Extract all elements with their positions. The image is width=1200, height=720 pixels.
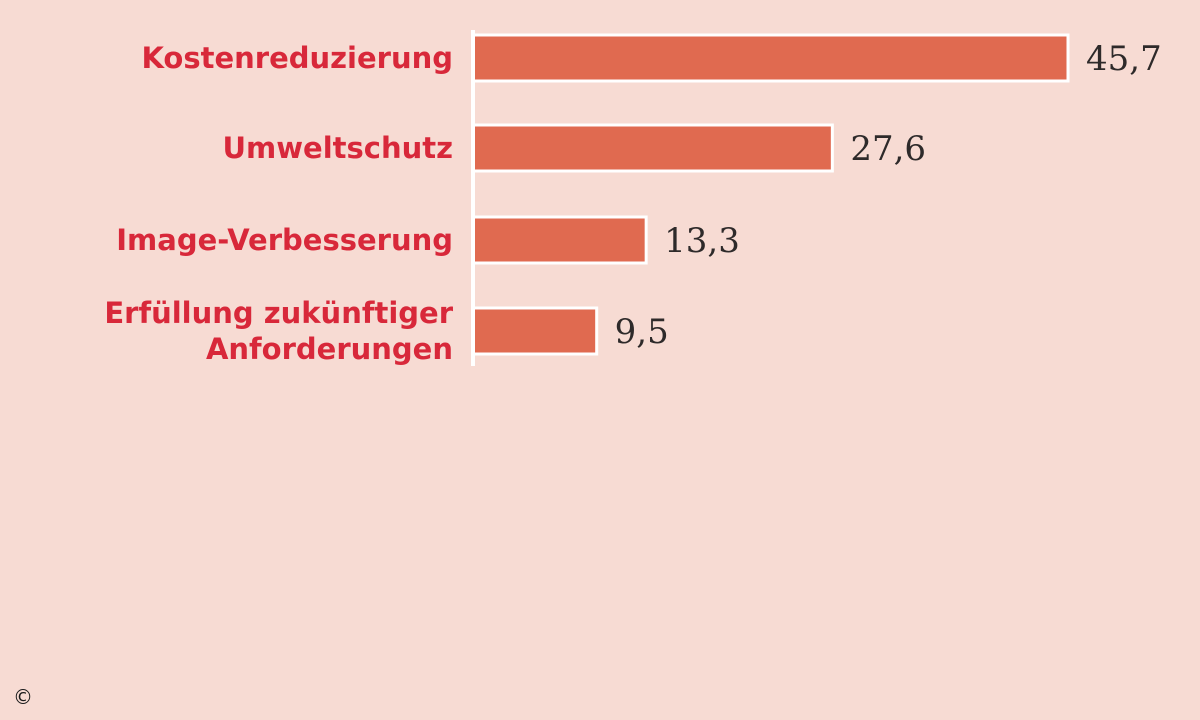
- bar: [471, 306, 599, 356]
- value-label: 27,6: [850, 129, 926, 169]
- value-label: 13,3: [664, 221, 740, 261]
- bar: [471, 215, 648, 265]
- copyright-icon: ©: [13, 685, 33, 709]
- category-label: Umweltschutz: [222, 131, 453, 165]
- category-label: Erfüllung zukünftiger Anforderungen: [104, 296, 453, 366]
- value-label: 45,7: [1086, 39, 1162, 79]
- category-label: Image-Verbesserung: [116, 223, 453, 257]
- value-label: 9,5: [615, 312, 669, 352]
- bar: [471, 33, 1070, 83]
- category-label: Kostenreduzierung: [141, 41, 453, 75]
- bar: [471, 123, 834, 173]
